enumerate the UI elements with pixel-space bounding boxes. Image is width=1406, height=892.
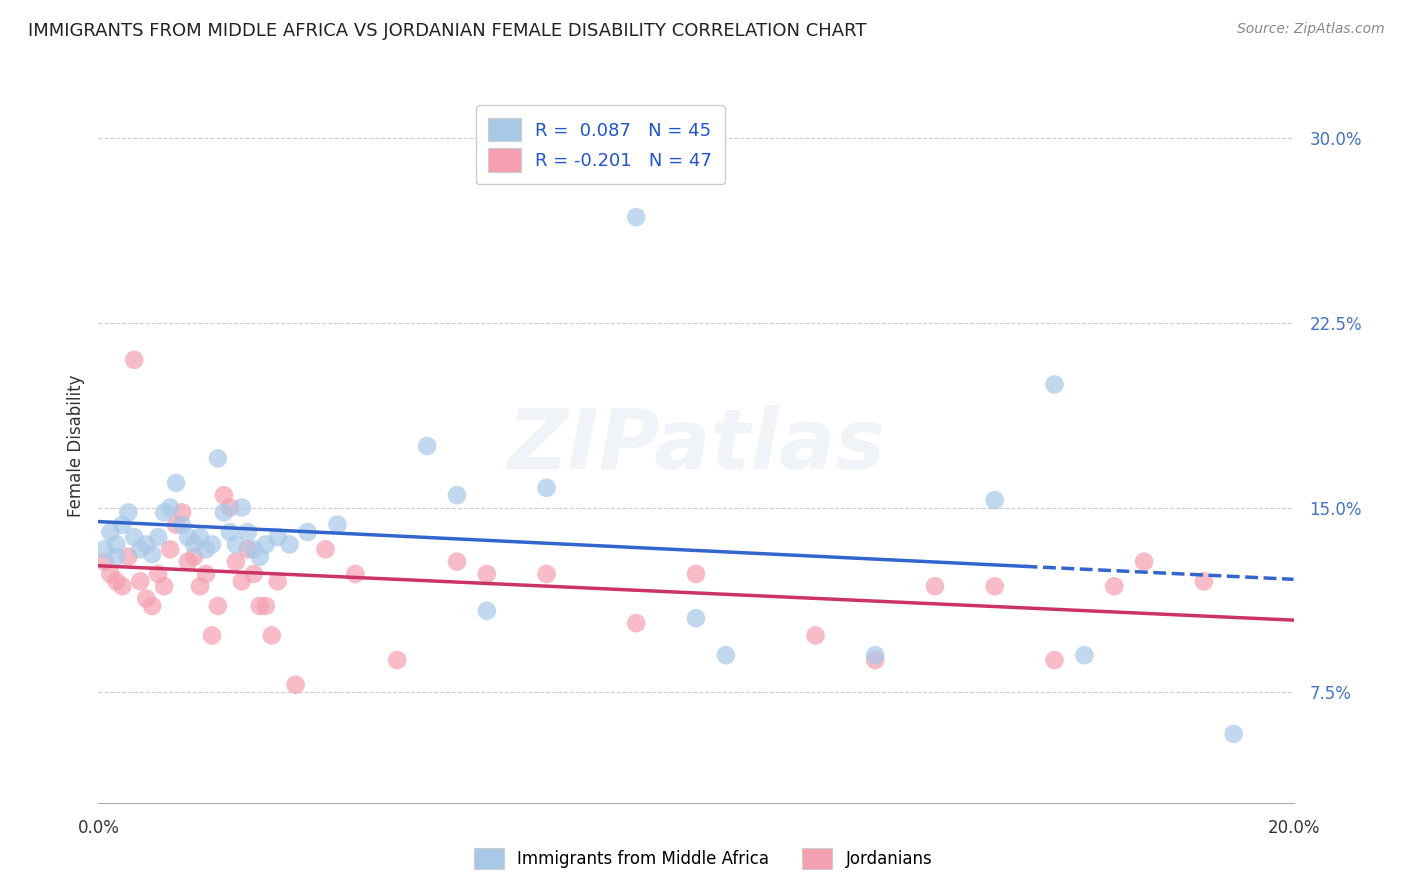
Point bbox=[344, 566, 367, 581]
Point bbox=[249, 599, 271, 613]
Point bbox=[984, 579, 1007, 593]
Point bbox=[804, 628, 827, 642]
Text: IMMIGRANTS FROM MIDDLE AFRICA VS JORDANIAN FEMALE DISABILITY CORRELATION CHART: IMMIGRANTS FROM MIDDLE AFRICA VS JORDANI… bbox=[28, 22, 866, 40]
Point bbox=[98, 566, 122, 581]
Point bbox=[984, 493, 1007, 508]
Point bbox=[260, 628, 283, 642]
Point bbox=[865, 653, 887, 667]
Point bbox=[236, 525, 259, 540]
Point bbox=[219, 525, 242, 540]
Point bbox=[1192, 574, 1215, 589]
Point bbox=[129, 574, 152, 589]
Point bbox=[105, 574, 128, 589]
Point bbox=[284, 678, 307, 692]
Point bbox=[1043, 653, 1066, 667]
Text: Source: ZipAtlas.com: Source: ZipAtlas.com bbox=[1237, 22, 1385, 37]
Point bbox=[98, 525, 122, 540]
Point bbox=[153, 505, 176, 519]
Point bbox=[326, 517, 349, 532]
Point bbox=[141, 599, 163, 613]
Point bbox=[714, 648, 737, 662]
Point bbox=[195, 566, 218, 581]
Point bbox=[117, 549, 139, 564]
Point bbox=[129, 542, 152, 557]
Point bbox=[111, 517, 134, 532]
Point bbox=[249, 549, 271, 564]
Point bbox=[188, 579, 211, 593]
Point bbox=[536, 566, 558, 581]
Legend: R =  0.087   N = 45, R = -0.201   N = 47: R = 0.087 N = 45, R = -0.201 N = 47 bbox=[475, 105, 725, 185]
Point bbox=[475, 604, 498, 618]
Legend: Immigrants from Middle Africa, Jordanians: Immigrants from Middle Africa, Jordanian… bbox=[464, 838, 942, 880]
Point bbox=[446, 488, 468, 502]
Point bbox=[172, 517, 194, 532]
Point bbox=[865, 648, 887, 662]
Point bbox=[201, 628, 224, 642]
Point bbox=[183, 549, 205, 564]
Point bbox=[105, 537, 128, 551]
Point bbox=[1223, 727, 1246, 741]
Point bbox=[236, 542, 259, 557]
Point bbox=[207, 599, 229, 613]
Point bbox=[315, 542, 337, 557]
Point bbox=[105, 549, 128, 564]
Point bbox=[416, 439, 439, 453]
Point bbox=[685, 566, 707, 581]
Point bbox=[165, 517, 187, 532]
Point bbox=[159, 500, 181, 515]
Point bbox=[385, 653, 409, 667]
Point bbox=[243, 566, 266, 581]
Text: ZIPatlas: ZIPatlas bbox=[508, 406, 884, 486]
Point bbox=[475, 566, 498, 581]
Point bbox=[111, 579, 134, 593]
Y-axis label: Female Disability: Female Disability bbox=[66, 375, 84, 517]
Point bbox=[254, 599, 277, 613]
Point bbox=[177, 555, 200, 569]
Point bbox=[212, 488, 235, 502]
Point bbox=[93, 542, 115, 557]
Point bbox=[207, 451, 229, 466]
Point bbox=[685, 611, 707, 625]
Point bbox=[231, 574, 253, 589]
Point bbox=[1133, 555, 1156, 569]
Point bbox=[243, 542, 266, 557]
Point bbox=[159, 542, 181, 557]
Point bbox=[267, 574, 290, 589]
Point bbox=[141, 547, 163, 561]
Point bbox=[183, 537, 205, 551]
Point bbox=[195, 542, 218, 557]
Point bbox=[267, 530, 290, 544]
Point bbox=[1104, 579, 1126, 593]
Point bbox=[212, 505, 235, 519]
Point bbox=[172, 505, 194, 519]
Point bbox=[219, 500, 242, 515]
Point bbox=[626, 616, 648, 631]
Point bbox=[1043, 377, 1066, 392]
Point bbox=[177, 530, 200, 544]
Point bbox=[225, 537, 247, 551]
Point bbox=[165, 475, 187, 490]
Point bbox=[124, 530, 146, 544]
Point bbox=[148, 530, 170, 544]
Point bbox=[135, 591, 157, 606]
Point bbox=[135, 537, 157, 551]
Point bbox=[188, 530, 211, 544]
Point bbox=[124, 352, 146, 367]
Point bbox=[1073, 648, 1095, 662]
Point bbox=[278, 537, 301, 551]
Point bbox=[536, 481, 558, 495]
Point bbox=[201, 537, 224, 551]
Point bbox=[225, 555, 247, 569]
Point bbox=[153, 579, 176, 593]
Point bbox=[117, 505, 139, 519]
Point bbox=[297, 525, 319, 540]
Point bbox=[93, 555, 115, 569]
Point bbox=[254, 537, 277, 551]
Point bbox=[231, 500, 253, 515]
Point bbox=[446, 555, 468, 569]
Point bbox=[626, 210, 648, 224]
Point bbox=[148, 566, 170, 581]
Point bbox=[924, 579, 946, 593]
